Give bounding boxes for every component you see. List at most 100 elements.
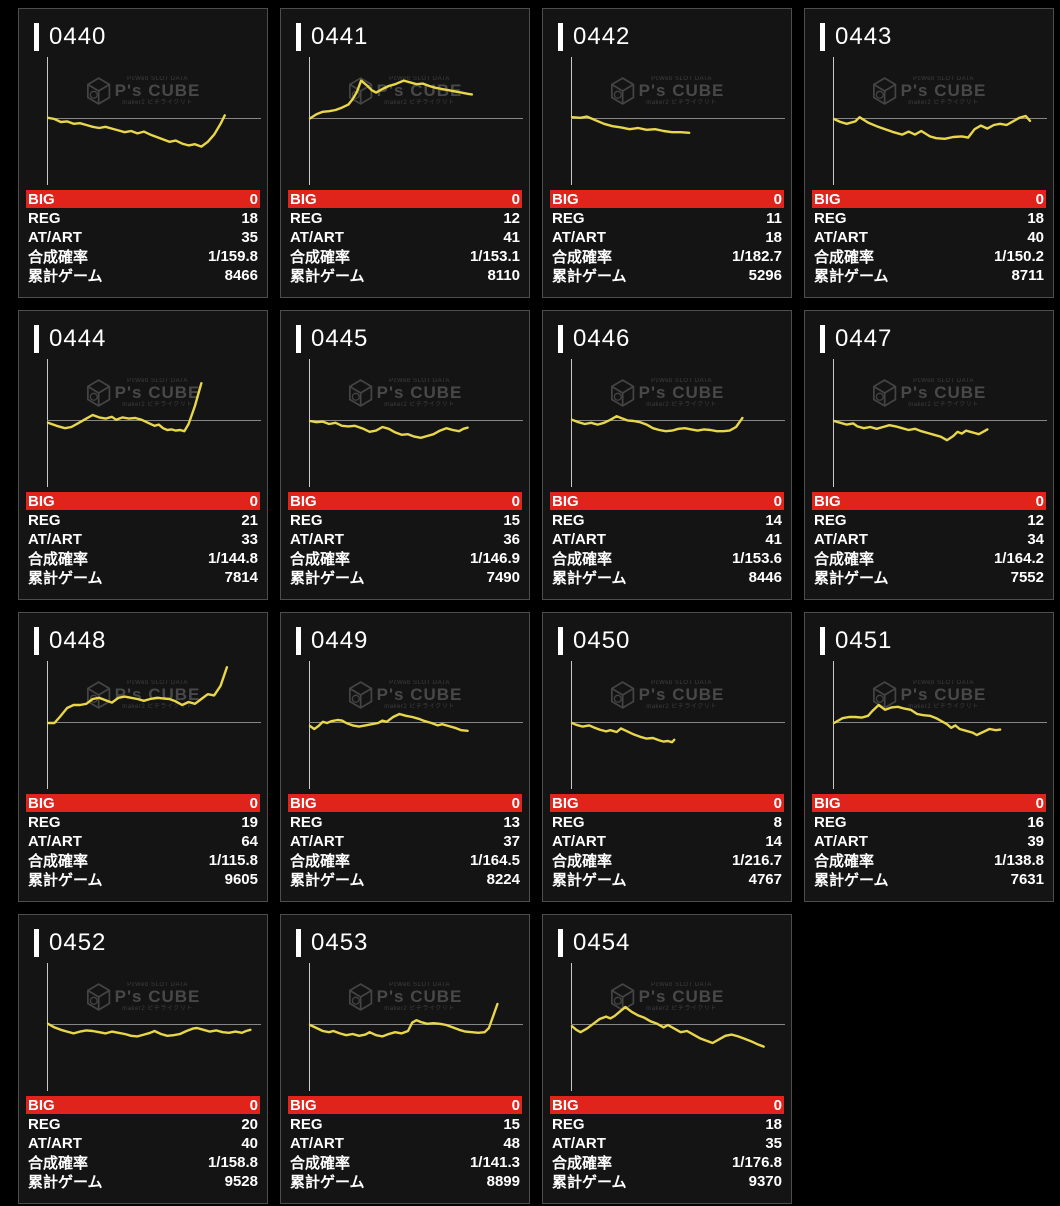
combined-rate-value: 1/216.7 xyxy=(731,851,782,869)
at-art-label: AT/ART xyxy=(28,832,82,850)
stat-row-total-games: 累計ゲーム 8466 xyxy=(26,266,260,285)
slump-chart: PcWeb SLOT DATA P's CUBE maker2 ピチライクリト xyxy=(805,357,1053,487)
slump-chart: PcWeb SLOT DATA P's CUBE maker2 ピチライクリト xyxy=(281,961,529,1091)
slump-line-plot xyxy=(46,382,203,433)
total-games-label: 累計ゲーム xyxy=(290,569,365,587)
zero-line xyxy=(309,420,523,421)
combined-rate-label: 合成確率 xyxy=(552,248,613,266)
machine-panel[interactable]: 0443 PcWeb SLOT DATA P's CUBE maker2 ピチラ… xyxy=(804,8,1054,298)
total-games-value: 9528 xyxy=(224,1172,258,1190)
slump-line-plot xyxy=(308,1002,499,1038)
stat-row-combined-rate: 合成確率 1/115.8 xyxy=(26,851,260,870)
reg-value: 20 xyxy=(241,1115,258,1133)
big-value: 0 xyxy=(773,1096,782,1114)
combined-rate-value: 1/164.2 xyxy=(993,549,1044,567)
header-accent-bar xyxy=(296,23,301,51)
big-value: 0 xyxy=(249,492,258,510)
stat-row-big: BIG 0 xyxy=(288,190,522,208)
y-axis-line xyxy=(47,661,48,789)
y-axis-line xyxy=(47,963,48,1091)
machine-panel[interactable]: 0445 PcWeb SLOT DATA P's CUBE maker2 ピチラ… xyxy=(280,310,530,600)
total-games-value: 7552 xyxy=(1010,568,1044,586)
machine-number: 0449 xyxy=(311,627,369,654)
total-games-value: 8110 xyxy=(487,266,520,284)
y-axis-line xyxy=(47,57,48,185)
machine-panel[interactable]: 0451 PcWeb SLOT DATA P's CUBE maker2 ピチラ… xyxy=(804,612,1054,902)
stat-row-total-games: 累計ゲーム 4767 xyxy=(550,870,784,889)
big-value: 0 xyxy=(511,190,520,208)
slump-line-plot xyxy=(832,703,1002,737)
stat-row-combined-rate: 合成確率 1/159.8 xyxy=(26,247,260,266)
total-games-value: 8224 xyxy=(486,870,520,888)
machine-panel[interactable]: 0440 PcWeb SLOT DATA P's CUBE maker2 ピチラ… xyxy=(18,8,268,298)
reg-value: 13 xyxy=(503,813,520,831)
stat-row-big: BIG 0 xyxy=(288,794,522,812)
machine-panel[interactable]: 0449 PcWeb SLOT DATA P's CUBE maker2 ピチラ… xyxy=(280,612,530,902)
reg-value: 16 xyxy=(1027,813,1044,831)
stats-table: BIG 0 REG 21 AT/ART 33 合成確率 1/144.8 累計ゲーム 781… xyxy=(26,492,260,587)
big-label: BIG xyxy=(814,492,841,510)
zero-line xyxy=(309,118,523,119)
at-art-value: 14 xyxy=(765,832,782,850)
slump-line xyxy=(570,721,676,744)
panel-header: 0454 xyxy=(558,928,791,958)
machine-panel[interactable]: 0448 PcWeb SLOT DATA P's CUBE maker2 ピチラ… xyxy=(18,612,268,902)
reg-label: REG xyxy=(552,1115,585,1133)
slump-line xyxy=(832,703,1002,737)
stats-table: BIG 0 REG 15 AT/ART 36 合成確率 1/146.9 累計ゲーム 749… xyxy=(288,492,522,587)
machine-number: 0440 xyxy=(49,23,107,50)
machine-panel[interactable]: 0442 PcWeb SLOT DATA P's CUBE maker2 ピチラ… xyxy=(542,8,792,298)
stats-table: BIG 0 REG 12 AT/ART 41 合成確率 1/153.1 累計ゲーム 811… xyxy=(288,190,522,285)
at-art-value: 39 xyxy=(1027,832,1044,850)
zero-line xyxy=(47,1024,261,1025)
at-art-value: 64 xyxy=(241,832,258,850)
big-value: 0 xyxy=(511,492,520,510)
total-games-label: 累計ゲーム xyxy=(290,871,365,889)
total-games-label: 累計ゲーム xyxy=(28,267,103,285)
at-art-label: AT/ART xyxy=(814,832,868,850)
machine-panel[interactable]: 0444 PcWeb SLOT DATA P's CUBE maker2 ピチラ… xyxy=(18,310,268,600)
header-accent-bar xyxy=(820,23,825,51)
zero-line xyxy=(571,118,785,119)
at-art-label: AT/ART xyxy=(290,1134,344,1152)
machine-number: 0448 xyxy=(49,627,107,654)
big-label: BIG xyxy=(814,190,841,208)
stat-row-total-games: 累計ゲーム 8711 xyxy=(812,266,1046,285)
big-label: BIG xyxy=(28,1096,55,1114)
big-value: 0 xyxy=(511,794,520,812)
stat-row-reg: REG 12 xyxy=(288,209,522,227)
machine-panel[interactable]: 0454 PcWeb SLOT DATA P's CUBE maker2 ピチラ… xyxy=(542,914,792,1204)
stat-row-at-art: AT/ART 41 xyxy=(288,228,522,246)
machine-panel[interactable]: 0452 PcWeb SLOT DATA P's CUBE maker2 ピチラ… xyxy=(18,914,268,1204)
zero-line xyxy=(47,722,261,723)
machine-number: 0454 xyxy=(573,929,631,956)
combined-rate-value: 1/146.9 xyxy=(469,549,520,567)
y-axis-line xyxy=(309,359,310,487)
total-games-value: 4767 xyxy=(748,870,782,888)
zero-line xyxy=(47,420,261,421)
panel-header: 0449 xyxy=(296,626,529,656)
header-accent-bar xyxy=(34,929,39,957)
stat-row-combined-rate: 合成確率 1/164.2 xyxy=(812,549,1046,568)
stat-row-at-art: AT/ART 33 xyxy=(26,530,260,548)
stat-row-reg: REG 15 xyxy=(288,1115,522,1133)
machine-panel[interactable]: 0450 PcWeb SLOT DATA P's CUBE maker2 ピチラ… xyxy=(542,612,792,902)
big-value: 0 xyxy=(511,1096,520,1114)
machine-number: 0445 xyxy=(311,325,369,352)
machine-panel[interactable]: 0453 PcWeb SLOT DATA P's CUBE maker2 ピチラ… xyxy=(280,914,530,1204)
machine-number: 0442 xyxy=(573,23,631,50)
machine-panel[interactable]: 0447 PcWeb SLOT DATA P's CUBE maker2 ピチラ… xyxy=(804,310,1054,600)
slump-line xyxy=(832,114,1032,141)
big-label: BIG xyxy=(290,492,317,510)
big-value: 0 xyxy=(773,794,782,812)
machine-panel[interactable]: 0441 PcWeb SLOT DATA P's CUBE maker2 ピチラ… xyxy=(280,8,530,298)
slump-line-plot xyxy=(570,415,744,433)
stat-row-total-games: 累計ゲーム 8446 xyxy=(550,568,784,587)
combined-rate-value: 1/182.7 xyxy=(731,247,782,265)
machine-panel[interactable]: 0446 PcWeb SLOT DATA P's CUBE maker2 ピチラ… xyxy=(542,310,792,600)
stat-row-big: BIG 0 xyxy=(550,492,784,510)
stat-row-reg: REG 15 xyxy=(288,511,522,529)
stats-table: BIG 0 REG 19 AT/ART 64 合成確率 1/115.8 累計ゲーム 960… xyxy=(26,794,260,889)
big-label: BIG xyxy=(290,1096,317,1114)
big-value: 0 xyxy=(249,190,258,208)
